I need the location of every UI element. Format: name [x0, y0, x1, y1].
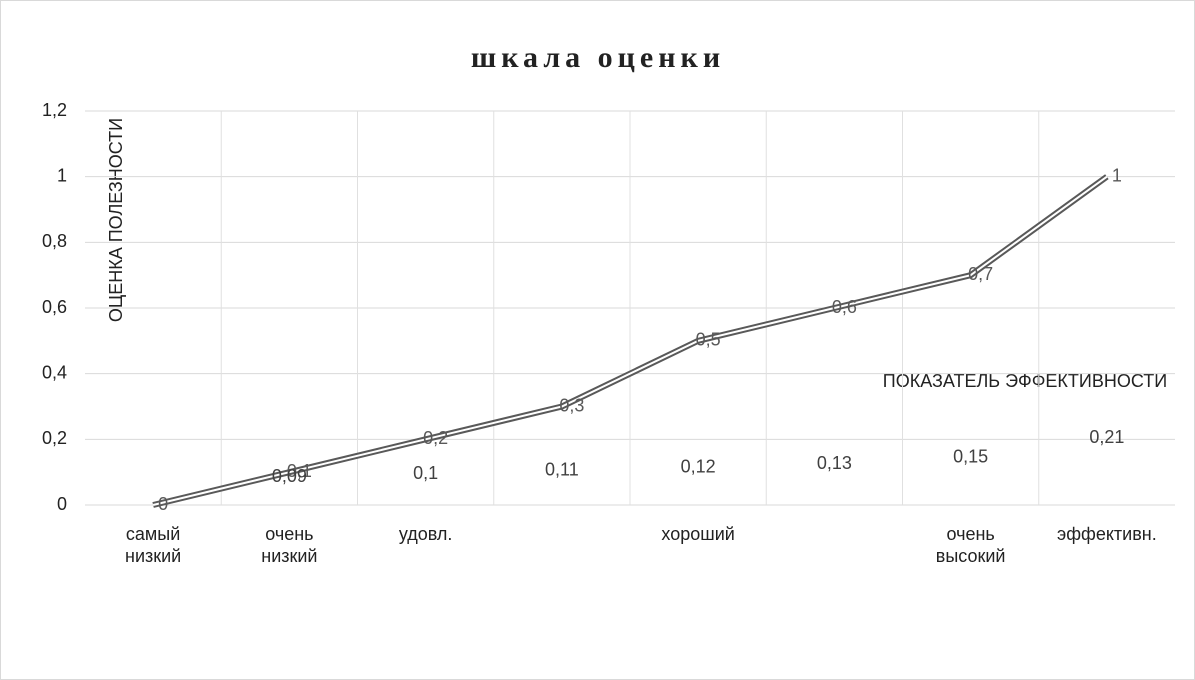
- y-tick-label: 0,2: [42, 428, 67, 448]
- chart-title: шкала оценки: [471, 41, 725, 74]
- data-label: 1: [1112, 165, 1122, 185]
- x-tick-label: удовл.: [398, 524, 453, 544]
- data-label: 0: [158, 494, 168, 514]
- annotation: ПОКАЗАТЕЛЬ ЭФФЕКТИВНОСТИ: [883, 371, 1167, 391]
- data-label: 0,3: [559, 395, 584, 415]
- x-tick-label: эффективн.: [1057, 524, 1157, 544]
- data-label: 0,11: [545, 460, 579, 480]
- data-label: 0,12: [681, 456, 716, 476]
- y-tick-label: 0: [57, 494, 67, 514]
- y-tick-label: 0,4: [42, 362, 67, 382]
- y-tick-label: 1,2: [42, 100, 67, 120]
- y-tick-label: 1: [57, 165, 67, 185]
- x-tick-label: самый низкий: [125, 524, 182, 566]
- data-label: 0,2: [423, 428, 448, 448]
- data-label: 0,15: [953, 447, 988, 467]
- y-tick-label: 0,6: [42, 297, 67, 317]
- data-label: 0,1: [287, 461, 312, 481]
- x-tick-label: очень низкий: [261, 524, 318, 566]
- data-label: 0,21: [1089, 427, 1124, 447]
- data-label: 0,13: [817, 453, 852, 473]
- data-label: 0,09: [272, 466, 307, 486]
- data-label: 0,5: [696, 330, 721, 350]
- x-tick-label: хороший: [661, 524, 735, 544]
- series-line-inner: [152, 175, 1108, 506]
- data-label: 0,6: [832, 297, 857, 317]
- data-label: 0,7: [968, 264, 993, 284]
- x-tick-label: очень высокий: [935, 524, 1006, 566]
- data-label: 0,1: [413, 463, 438, 483]
- y-tick-label: 0,8: [42, 231, 67, 251]
- y-axis-label: ОЦЕНКА ПОЛЕЗНОСТИ: [106, 118, 126, 322]
